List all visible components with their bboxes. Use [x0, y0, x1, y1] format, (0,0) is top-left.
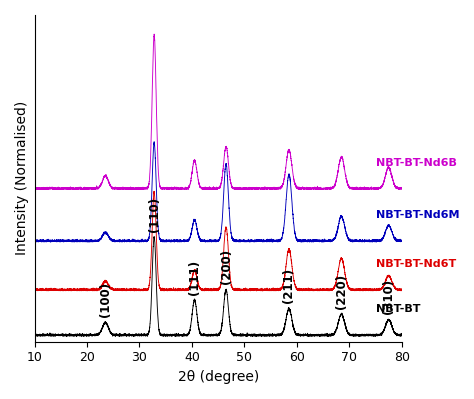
Text: (211): (211): [283, 268, 295, 303]
NBT-BT-Nd6T: [99, 285, 104, 290]
NBT-BT-Nd6M: [32, 239, 37, 244]
NBT-BT-Nd6T: [172, 288, 178, 292]
NBT-BT-Nd6M: [151, 139, 157, 144]
NBT-BT-Nd6M: [34, 239, 40, 244]
NBT-BT-Nd6M: [172, 239, 178, 243]
NBT-BT-Nd6B: [151, 32, 157, 36]
NBT-BT-Nd6M: [271, 239, 276, 243]
NBT-BT: [271, 332, 276, 337]
NBT-BT-Nd6T: [151, 189, 157, 194]
NBT-BT-Nd6M: [252, 239, 258, 243]
Line: NBT-BT-Nd6B: NBT-BT-Nd6B: [35, 34, 402, 190]
Text: (220): (220): [335, 273, 348, 308]
Text: NBT-BT-Nd6M: NBT-BT-Nd6M: [375, 210, 459, 220]
NBT-BT-Nd6B: [32, 186, 37, 191]
NBT-BT: [399, 333, 405, 338]
NBT-BT-Nd6B: [36, 187, 42, 192]
NBT-BT-Nd6T: [33, 288, 38, 293]
NBT-BT: [33, 334, 38, 338]
NBT-BT-Nd6T: [399, 287, 405, 292]
NBT-BT: [306, 334, 311, 338]
NBT-BT-Nd6B: [99, 182, 104, 186]
Text: NBT-BT-Nd6B: NBT-BT-Nd6B: [375, 158, 456, 168]
NBT-BT: [334, 325, 339, 330]
Text: (110): (110): [148, 197, 161, 232]
Text: NBT-BT-Nd6T: NBT-BT-Nd6T: [375, 259, 456, 269]
NBT-BT-Nd6B: [252, 186, 258, 191]
Text: (111): (111): [188, 259, 201, 294]
NBT-BT-Nd6M: [399, 239, 405, 243]
NBT-BT-Nd6T: [334, 277, 339, 282]
Text: (100): (100): [99, 282, 112, 317]
NBT-BT-Nd6M: [334, 231, 339, 236]
Y-axis label: Intensity (Normalised): Intensity (Normalised): [15, 101, 29, 255]
Line: NBT-BT-Nd6T: NBT-BT-Nd6T: [35, 191, 402, 291]
NBT-BT-Nd6T: [271, 288, 276, 293]
X-axis label: 2θ (degree): 2θ (degree): [178, 370, 259, 384]
NBT-BT-Nd6B: [172, 187, 178, 192]
NBT-BT-Nd6B: [399, 187, 405, 192]
NBT-BT-Nd6T: [252, 287, 258, 292]
Line: NBT-BT-Nd6M: NBT-BT-Nd6M: [35, 142, 402, 242]
NBT-BT-Nd6T: [32, 288, 37, 292]
NBT-BT: [172, 332, 178, 337]
NBT-BT-Nd6M: [306, 238, 311, 243]
NBT-BT-Nd6B: [306, 187, 311, 192]
Text: (200): (200): [219, 249, 233, 284]
NBT-BT: [99, 327, 104, 332]
Line: NBT-BT: NBT-BT: [35, 237, 402, 336]
NBT-BT: [151, 234, 157, 239]
NBT-BT-Nd6M: [99, 236, 104, 241]
NBT-BT-Nd6B: [271, 186, 276, 191]
Text: NBT-BT: NBT-BT: [375, 304, 420, 314]
NBT-BT: [252, 334, 258, 338]
Text: (310): (310): [382, 279, 395, 314]
NBT-BT: [32, 332, 37, 337]
NBT-BT-Nd6T: [306, 287, 311, 292]
NBT-BT-Nd6B: [334, 176, 339, 181]
